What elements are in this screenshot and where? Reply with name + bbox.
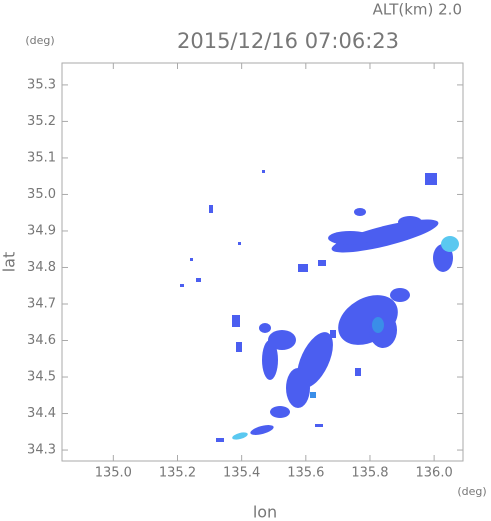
y-unit: (deg) (25, 34, 54, 47)
radar-echoes (180, 170, 459, 442)
x-axis-label: lon (253, 503, 277, 521)
y-tick-label: 35.3 (27, 77, 56, 92)
y-tick-label: 34.6 (27, 333, 56, 348)
y-tick-label: 35.0 (27, 187, 56, 202)
y-tick-label: 34.9 (27, 223, 56, 238)
y-tick-label: 35.2 (27, 114, 56, 129)
y-tick-label: 34.4 (27, 406, 56, 421)
plot-frame (61, 62, 464, 462)
x-tick-label: 135.6 (287, 466, 324, 481)
y-tick-label: 35.1 (27, 150, 56, 165)
x-tick-label: 136.0 (416, 466, 453, 481)
x-tick-label: 135.0 (95, 466, 132, 481)
x-tick-label: 135.4 (223, 466, 260, 481)
y-tick-label: 34.3 (27, 443, 56, 458)
x-tick-label: 135.2 (159, 466, 196, 481)
x-unit: (deg) (457, 485, 486, 498)
chart-title: 2015/12/16 07:06:23 (177, 29, 399, 53)
x-tick-label: 135.8 (351, 466, 388, 481)
altitude-label: ALT(km) 2.0 (373, 1, 462, 19)
y-tick-label: 34.7 (27, 296, 56, 311)
y-axis-label: lat (0, 252, 19, 273)
y-tick-label: 34.8 (27, 260, 56, 275)
y-tick-label: 34.5 (27, 370, 56, 385)
